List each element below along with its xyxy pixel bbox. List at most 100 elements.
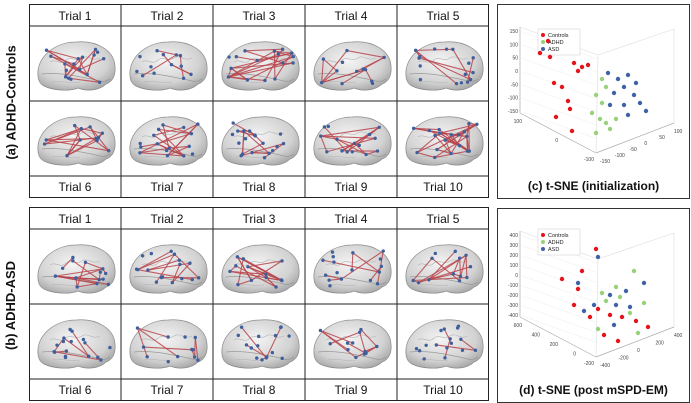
connection-edge: [320, 330, 357, 358]
z-tick-label: 150: [510, 29, 519, 35]
brain-node: [136, 267, 140, 272]
connection-edge: [452, 49, 472, 80]
brain-node: [65, 153, 69, 158]
connection-edge: [237, 256, 283, 282]
brain-node: [169, 249, 173, 253]
axis-x: [519, 112, 597, 154]
brain-node: [354, 355, 358, 360]
connection-edge: [71, 330, 90, 357]
brain-node: [172, 252, 177, 256]
brain-node: [253, 134, 258, 138]
scatter-point: [607, 126, 613, 132]
gridline: [519, 264, 599, 294]
gridline: [519, 274, 599, 304]
brain-node: [152, 71, 156, 75]
brain-node: [433, 251, 438, 256]
brain-node: [335, 137, 339, 142]
brain-node: [255, 58, 259, 63]
brain-node: [432, 47, 437, 51]
brain-node: [445, 346, 449, 350]
trial-label: Trial 10: [423, 383, 463, 397]
connection-edge: [460, 338, 476, 351]
brain-node: [72, 62, 76, 66]
connection-edge: [66, 137, 97, 157]
trial-label: Trial 9: [334, 383, 368, 397]
brain-outline: [37, 244, 116, 294]
brain-node: [95, 281, 99, 286]
scatter-point: [593, 246, 599, 252]
tsne-post-caption: (d) t-SNE (post mSPD-EM): [519, 383, 668, 397]
brain-node: [179, 64, 183, 68]
connection-edge: [79, 57, 84, 70]
brain-grid-b: Trial 1 Trial 2 Trial 3 Trial 4 Trial 5 …: [29, 207, 489, 401]
x-tick-label: -100: [584, 157, 594, 163]
brain-node: [339, 277, 344, 281]
connection-edge: [251, 152, 270, 154]
trial-label: Trial 4: [334, 212, 368, 226]
brain-sulcus: [409, 73, 479, 82]
brain-node: [99, 358, 103, 362]
brain-node: [146, 268, 150, 272]
brain-node: [281, 61, 285, 65]
connection-edge: [465, 255, 468, 278]
brain-node: [346, 347, 350, 352]
scatter-point: [613, 116, 619, 122]
scatter-point: [627, 304, 633, 310]
y-tick-label: 0: [644, 141, 647, 147]
brain-node: [280, 356, 284, 361]
panel-a-label-wrap: (a) ADHD-Controls: [0, 4, 22, 200]
connection-edge: [139, 147, 170, 154]
brain-render: [129, 41, 208, 91]
brain-node: [378, 257, 383, 261]
brain-node: [275, 144, 279, 149]
brain-node: [78, 138, 82, 142]
scatter-point: [641, 280, 647, 286]
connection-edge: [321, 50, 348, 83]
brain-node: [272, 49, 277, 53]
brain-sulcus: [225, 276, 295, 285]
brain-node: [291, 61, 295, 65]
brain-gyrus: [51, 81, 81, 83]
brain-node: [264, 356, 269, 360]
brain-node: [418, 64, 422, 68]
brain-gyrus: [327, 359, 357, 361]
connection-edge: [354, 142, 367, 155]
scatter-point: [633, 80, 639, 86]
scatter-point: [559, 84, 565, 90]
connection-edge: [320, 135, 338, 140]
brain-outline: [313, 116, 392, 166]
brain-gyrus: [235, 81, 265, 83]
brain-node: [332, 260, 336, 264]
brain-node: [273, 77, 277, 81]
brain-node: [413, 48, 418, 53]
brain-node: [149, 251, 154, 256]
connection-edge: [137, 253, 175, 271]
brain-node: [456, 324, 461, 328]
brain-node: [361, 67, 365, 71]
brain-node: [64, 349, 69, 353]
brain-node: [459, 81, 464, 85]
scatter-point: [593, 130, 599, 136]
brain-node: [352, 141, 357, 145]
brain-node: [161, 52, 166, 57]
x-tick-label: 400: [532, 333, 541, 339]
brain-node: [167, 146, 171, 150]
brain-node: [345, 48, 349, 53]
connection-edge: [66, 139, 81, 156]
brain-node: [465, 80, 470, 84]
brain-node: [154, 280, 159, 284]
brain-node: [460, 348, 465, 352]
scatter-point: [617, 294, 623, 300]
scatter-point: [633, 318, 639, 324]
brain-node: [411, 278, 415, 283]
brain-node: [249, 278, 254, 283]
connection-edge: [242, 142, 264, 155]
trial-label: Trial 4: [334, 9, 368, 23]
brain-node: [255, 356, 259, 360]
brain-outline: [221, 319, 300, 369]
x-tick-label: 200: [550, 342, 559, 348]
brain-node: [235, 255, 240, 259]
brain-sulcus: [317, 351, 387, 360]
brain-node: [161, 123, 165, 127]
brain-node: [457, 279, 462, 283]
